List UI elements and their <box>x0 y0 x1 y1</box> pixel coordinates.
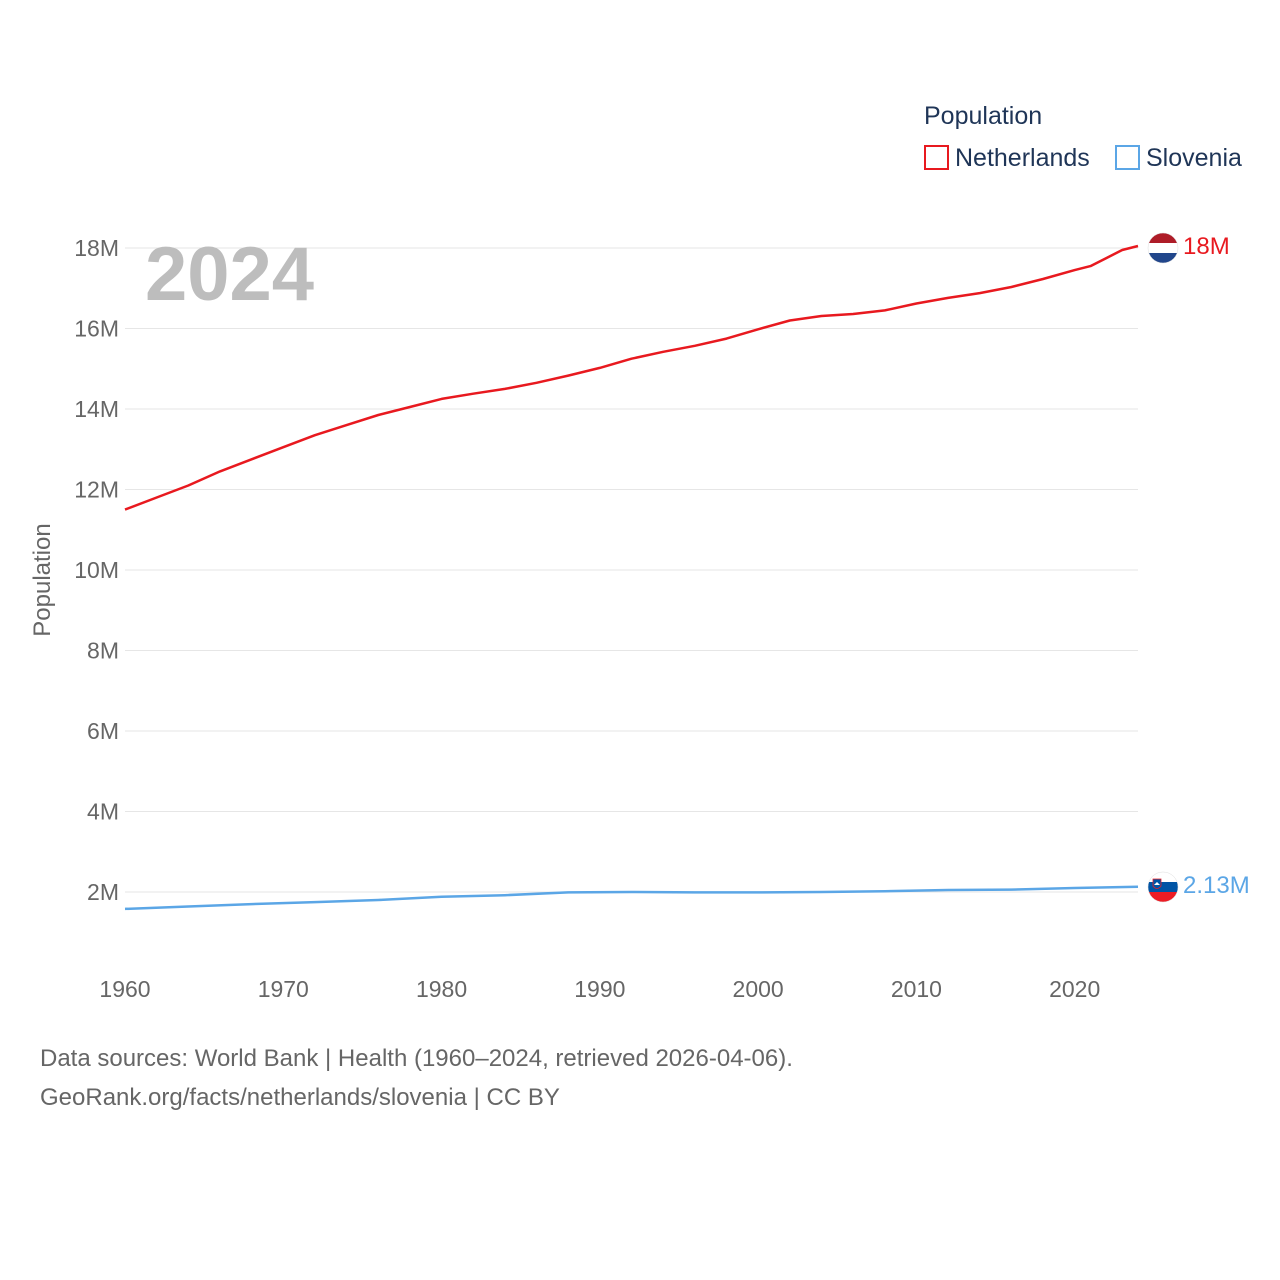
legend-title: Population <box>924 102 1042 130</box>
y-tick-label: 2M <box>87 879 119 905</box>
series-line-netherlands[interactable] <box>124 244 1139 511</box>
x-tick-label: 1990 <box>574 976 625 1002</box>
x-tick-label: 2000 <box>733 976 784 1002</box>
grid-lines <box>125 247 1138 893</box>
y-tick-label: 10M <box>74 557 119 583</box>
end-label-slovenia: 2.13M <box>1183 872 1250 899</box>
legend-item-slovenia[interactable]: Slovenia <box>1115 144 1242 172</box>
y-axis-title: Population <box>29 523 56 636</box>
series-lines <box>124 244 1139 911</box>
x-tick-label: 1960 <box>99 976 150 1002</box>
legend: Population Netherlands Slovenia <box>924 102 1242 172</box>
y-tick-label: 16M <box>74 316 119 342</box>
x-tick-label: 1980 <box>416 976 467 1002</box>
footer-sources: Data sources: World Bank | Health (1960–… <box>40 1045 793 1072</box>
legend-swatch-slovenia <box>1115 145 1140 170</box>
legend-item-netherlands[interactable]: Netherlands <box>924 144 1090 172</box>
footer-credit[interactable]: GeoRank.org/facts/netherlands/slovenia |… <box>40 1084 560 1111</box>
legend-swatch-netherlands <box>924 145 949 170</box>
x-tick-label: 2010 <box>891 976 942 1002</box>
x-tick-label: 1970 <box>258 976 309 1002</box>
y-axis-ticks: 2M 4M 6M 8M 10M 12M 14M 16M 18M <box>74 235 119 905</box>
netherlands-flag-icon <box>1148 233 1178 263</box>
y-tick-label: 6M <box>87 718 119 744</box>
legend-label-netherlands: Netherlands <box>955 144 1090 172</box>
y-tick-label: 14M <box>74 396 119 422</box>
year-overlay: 2024 <box>145 232 314 317</box>
y-tick-label: 4M <box>87 799 119 825</box>
y-tick-label: 8M <box>87 638 119 664</box>
x-tick-label: 2020 <box>1049 976 1100 1002</box>
series-line-slovenia[interactable] <box>124 885 1139 911</box>
x-axis-ticks: 1960 1970 1980 1990 2000 2010 2020 <box>99 976 1100 1002</box>
y-tick-label: 12M <box>74 477 119 503</box>
population-chart: 2M 4M 6M 8M 10M 12M 14M 16M 18M 1960 1970 1980 1990… <box>29 102 1250 1002</box>
slovenia-flag-icon <box>1148 872 1178 902</box>
y-tick-label: 18M <box>74 235 119 261</box>
end-label-netherlands: 18M <box>1183 233 1230 260</box>
legend-label-slovenia: Slovenia <box>1146 144 1242 172</box>
